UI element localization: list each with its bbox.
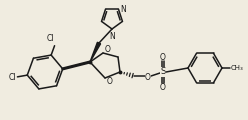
Text: N: N [109, 32, 115, 41]
Text: O: O [107, 77, 113, 85]
Polygon shape [90, 42, 101, 62]
Text: Cl: Cl [47, 34, 54, 43]
Text: N: N [121, 5, 126, 14]
Text: S: S [160, 67, 166, 77]
Text: CH₃: CH₃ [231, 65, 244, 71]
Text: O: O [105, 45, 111, 54]
Text: O: O [145, 72, 151, 81]
Text: O: O [160, 83, 166, 91]
Text: Cl: Cl [8, 73, 16, 82]
Text: O: O [160, 53, 166, 61]
